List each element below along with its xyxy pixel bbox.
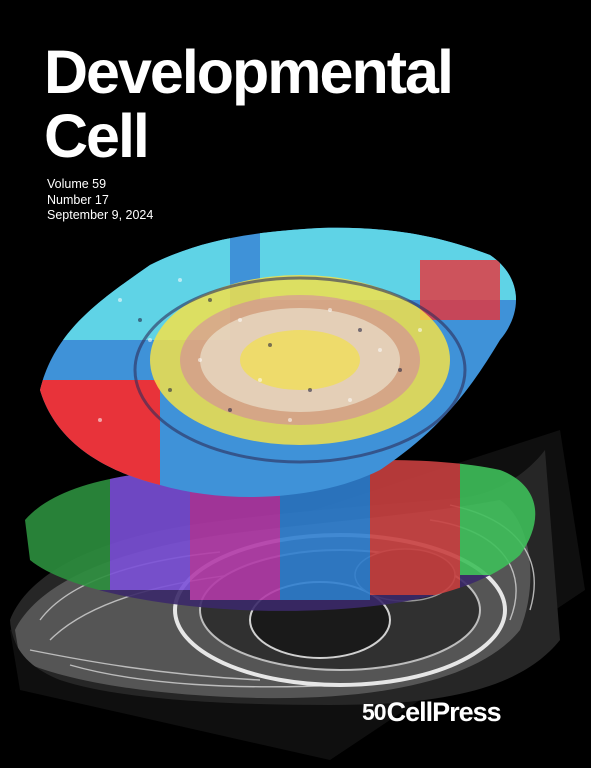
- volume-label: Volume 59: [47, 177, 107, 191]
- publisher-logo: 50 CellPress: [362, 697, 502, 728]
- anniversary-50-mark: 50: [362, 699, 387, 725]
- issue-date: September 9, 2024: [47, 208, 154, 222]
- cell-speckle-texture: [98, 278, 422, 422]
- number-label: Number 17: [47, 192, 109, 207]
- publisher-name: CellPress: [386, 697, 502, 727]
- journal-title: Developmental Cell: [44, 38, 454, 170]
- issue-info: Volume 59 Number 17 September 9, 2024: [47, 177, 153, 224]
- journal-title-line-1: Developmental: [44, 38, 454, 106]
- journal-title-line-2: Cell: [44, 102, 150, 170]
